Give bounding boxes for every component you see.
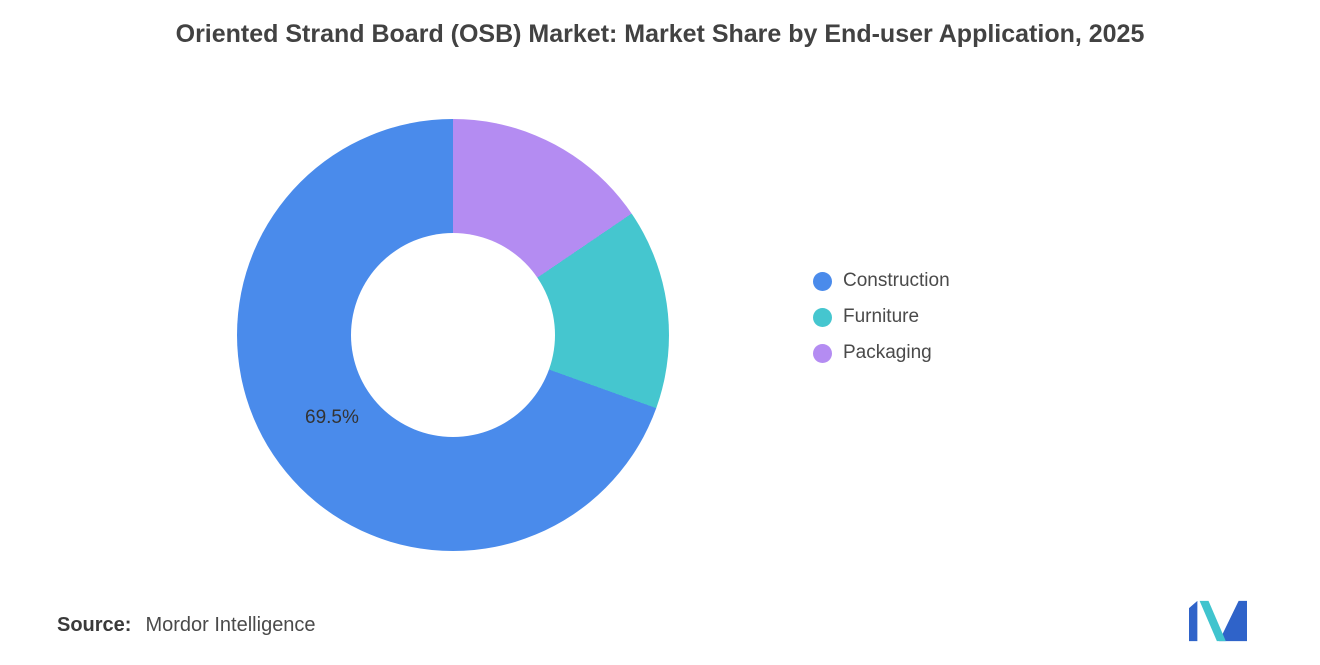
legend-swatch — [813, 271, 832, 291]
legend-swatch — [813, 307, 832, 327]
source-line: Source: Mordor Intelligence — [57, 614, 316, 637]
legend-label: Construction — [843, 270, 950, 291]
chart-title: Oriented Strand Board (OSB) Market: Mark… — [175, 20, 1145, 48]
logo-middle-stroke — [1199, 600, 1226, 642]
logo-left-stroke — [1189, 600, 1198, 642]
slice-label-construction: 69.5% — [305, 407, 359, 428]
legend: Construction Furniture Packaging — [813, 270, 950, 378]
legend-swatch — [813, 343, 832, 363]
source-label: Source: — [57, 614, 132, 636]
legend-item-packaging[interactable]: Packaging — [813, 342, 950, 364]
legend-item-construction[interactable]: Construction — [813, 270, 950, 292]
legend-label: Furniture — [843, 306, 920, 327]
source-value: Mordor Intelligence — [145, 614, 316, 636]
legend-item-furniture[interactable]: Furniture — [813, 306, 950, 328]
logo-right-stroke — [1219, 600, 1247, 642]
legend-label: Packaging — [843, 342, 932, 363]
mordor-intelligence-logo — [1189, 600, 1247, 642]
donut-hole — [351, 233, 555, 437]
donut-chart-area: 69.5% — [237, 119, 669, 551]
